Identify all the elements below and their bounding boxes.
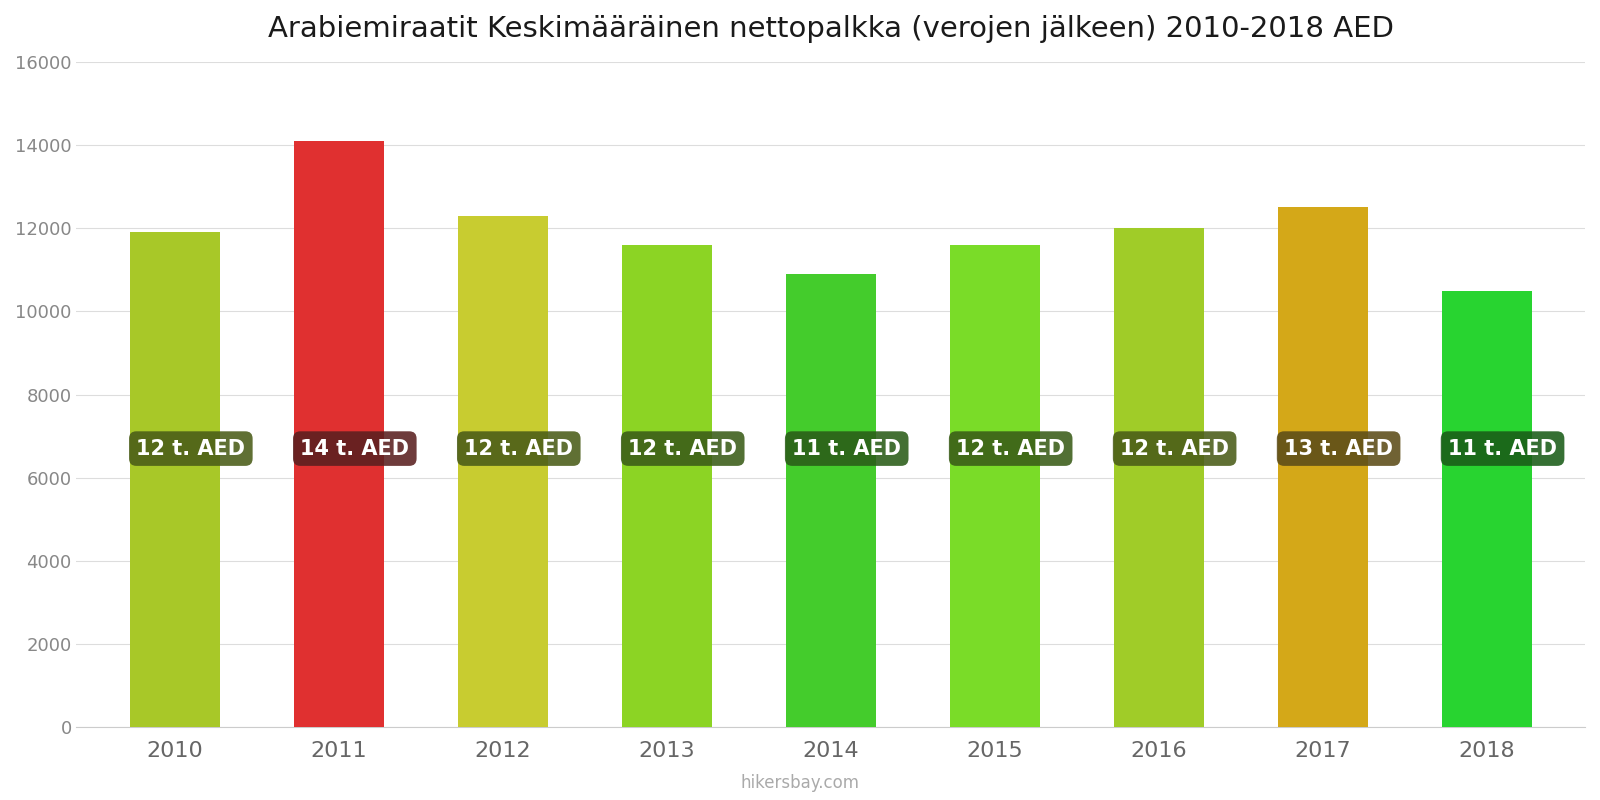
- Text: 13 t. AED: 13 t. AED: [1285, 438, 1394, 458]
- Bar: [622, 245, 712, 727]
- Bar: [1277, 207, 1368, 727]
- Text: 12 t. AED: 12 t. AED: [464, 438, 573, 458]
- Text: 12 t. AED: 12 t. AED: [136, 438, 245, 458]
- Title: Arabiemiraatit Keskimääräinen nettopalkka (verojen jälkeen) 2010-2018 AED: Arabiemiraatit Keskimääräinen nettopalkk…: [267, 15, 1394, 43]
- Text: 12 t. AED: 12 t. AED: [1120, 438, 1229, 458]
- Bar: [458, 216, 547, 727]
- Text: 11 t. AED: 11 t. AED: [792, 438, 901, 458]
- Text: 14 t. AED: 14 t. AED: [301, 438, 410, 458]
- Bar: [1442, 290, 1531, 727]
- Bar: [130, 233, 219, 727]
- Bar: [950, 245, 1040, 727]
- Text: hikersbay.com: hikersbay.com: [741, 774, 859, 792]
- Bar: [294, 141, 384, 727]
- Text: 12 t. AED: 12 t. AED: [629, 438, 738, 458]
- Text: 11 t. AED: 11 t. AED: [1448, 438, 1557, 458]
- Bar: [786, 274, 875, 727]
- Bar: [1114, 228, 1203, 727]
- Text: 12 t. AED: 12 t. AED: [957, 438, 1066, 458]
